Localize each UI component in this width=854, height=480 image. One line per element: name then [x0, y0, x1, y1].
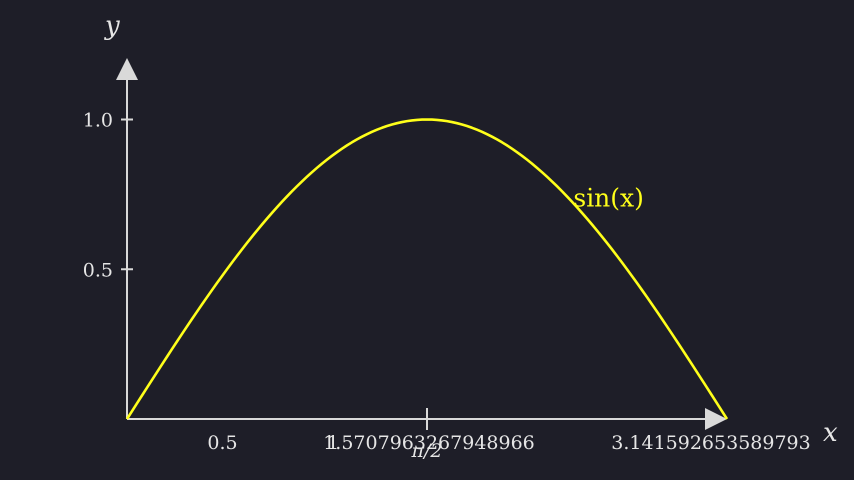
x-tick-label: 1 [327, 432, 339, 454]
y-axis-label: y [104, 11, 120, 41]
y-tick-label: 0.5 [83, 259, 113, 281]
x-tick-label: 0.5 [207, 432, 237, 454]
y-ticks: 0.5 1.0 [83, 110, 133, 281]
x-tick-label-pi-half: π/2 [411, 440, 443, 462]
x-ticks: 0.5 11.5707963267948966 3.141592653589793 π… [207, 408, 811, 462]
y-axis-arrowhead [116, 58, 138, 80]
x-axis-label: x [823, 418, 838, 448]
x-axis-arrowhead [705, 408, 727, 430]
x-tick-label: 3.141592653589793 [611, 432, 810, 454]
y-tick-label: 1.0 [83, 110, 113, 132]
series-line-sin [125, 118, 729, 420]
x-tick-label: 1.5707963267948966 [323, 432, 535, 454]
series-label: sin(x) [573, 184, 644, 213]
